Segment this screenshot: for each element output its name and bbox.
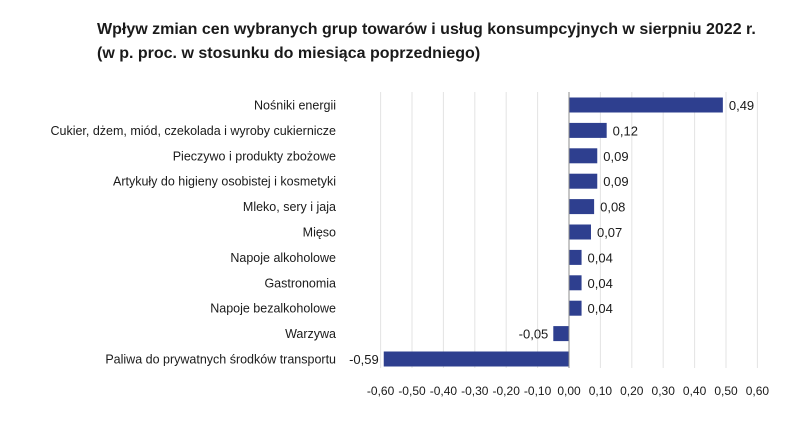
bar	[569, 97, 723, 113]
category-label: Mleko, sery i jaja	[243, 200, 336, 214]
category-labels: Nośniki energii Cukier, dżem, miód, czeko…	[50, 99, 336, 367]
category-label: Warzywa	[285, 327, 336, 341]
bar	[553, 326, 569, 342]
category-label: Cukier, dżem, miód, czekolada i wyroby c…	[50, 124, 336, 138]
bar	[569, 122, 607, 138]
data-label: 0,08	[600, 200, 625, 215]
x-tick-label: 0,50	[714, 384, 738, 398]
x-tick-label: -0,10	[524, 384, 552, 398]
bar	[569, 300, 582, 316]
data-label: 0,49	[729, 98, 754, 113]
x-tick-label: 0,20	[620, 384, 644, 398]
x-tick-label: 0,10	[589, 384, 613, 398]
bar	[569, 224, 591, 240]
bar	[569, 249, 582, 265]
data-label: 0,04	[588, 250, 613, 265]
category-label: Napoje alkoholowe	[230, 251, 336, 265]
category-label: Mięso	[303, 226, 336, 240]
category-label: Napoje bezalkoholowe	[210, 302, 336, 316]
x-tick-label: -0,60	[367, 384, 395, 398]
bar	[569, 148, 598, 164]
x-tick-label: -0,20	[493, 384, 521, 398]
category-label: Paliwa do prywatnych środków transportu	[105, 353, 336, 367]
value-labels: 0,49 0,12 0,09 0,09 0,08 0,07 0,04 0,04 0,04 -0,0…	[349, 98, 754, 367]
data-label: 0,09	[603, 149, 628, 164]
x-tick-label: 0,40	[683, 384, 707, 398]
data-label: 0,12	[613, 123, 638, 138]
x-tick-label: -0,50	[398, 384, 426, 398]
x-tick-label: -0,40	[430, 384, 458, 398]
bar	[569, 275, 582, 291]
bars	[383, 97, 723, 367]
x-tick-label: -0,30	[461, 384, 489, 398]
category-label: Nośniki energii	[254, 99, 336, 113]
x-tick-label: 0,60	[746, 384, 770, 398]
bar	[569, 173, 598, 189]
data-label: 0,04	[588, 276, 613, 291]
category-label: Pieczywo i produkty zbożowe	[173, 149, 336, 163]
category-label: Artykuły do higieny osobistej i kosmetyk…	[113, 175, 336, 189]
x-tick-label: 0,00	[557, 384, 581, 398]
data-label: -0,05	[519, 327, 549, 342]
data-label: 0,07	[597, 225, 622, 240]
x-axis-tick-labels: -0,60 -0,50 -0,40 -0,30 -0,20 -0,10 0,00 0,10 0,…	[367, 384, 769, 398]
data-label: 0,04	[588, 301, 613, 316]
data-label: 0,09	[603, 174, 628, 189]
category-label: Gastronomia	[264, 276, 336, 290]
bar	[569, 199, 595, 215]
x-tick-label: 0,30	[652, 384, 676, 398]
chart-title-line-2: (w p. proc. w stosunku do miesiąca poprz…	[97, 45, 481, 62]
chart-title-line-1: Wpływ zmian cen wybranych grup towarów i…	[97, 21, 756, 38]
gridlines	[380, 92, 758, 368]
chart-title: Wpływ zmian cen wybranych grup towarów i…	[97, 18, 787, 66]
bar	[383, 351, 569, 367]
data-label: -0,59	[349, 352, 379, 367]
